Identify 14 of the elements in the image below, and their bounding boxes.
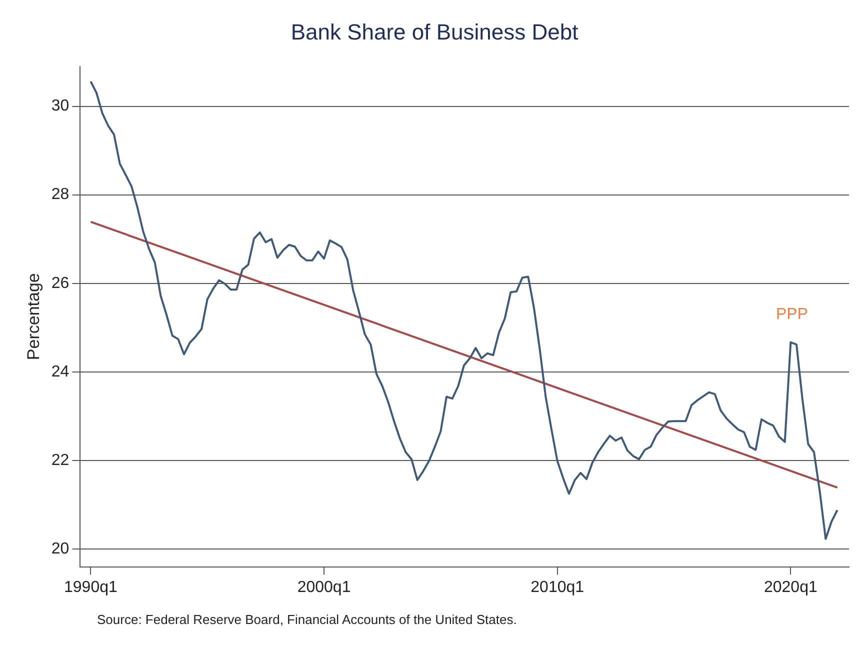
annotation: PPP — [776, 306, 808, 324]
y-tick-label: 20 — [51, 540, 70, 558]
y-axis-title: Percentage — [24, 273, 43, 360]
y-tick-label: 24 — [51, 363, 70, 380]
x-tick-label: 2010q1 — [530, 578, 584, 596]
x-tick-label: 2000q1 — [297, 578, 351, 596]
x-tick-label: 1990q1 — [64, 578, 118, 596]
x-tick-label: 2020q1 — [764, 578, 818, 596]
y-tick-label: 26 — [51, 274, 70, 292]
chart-title: Bank Share of Business Debt — [290, 19, 578, 44]
y-tick-label: 22 — [51, 452, 70, 469]
y-tick-label: 30 — [51, 98, 70, 115]
y-tick-label: 28 — [51, 186, 70, 204]
source-note: Source: Federal Reserve Board, Financial Accounts of the United States. — [97, 612, 517, 627]
